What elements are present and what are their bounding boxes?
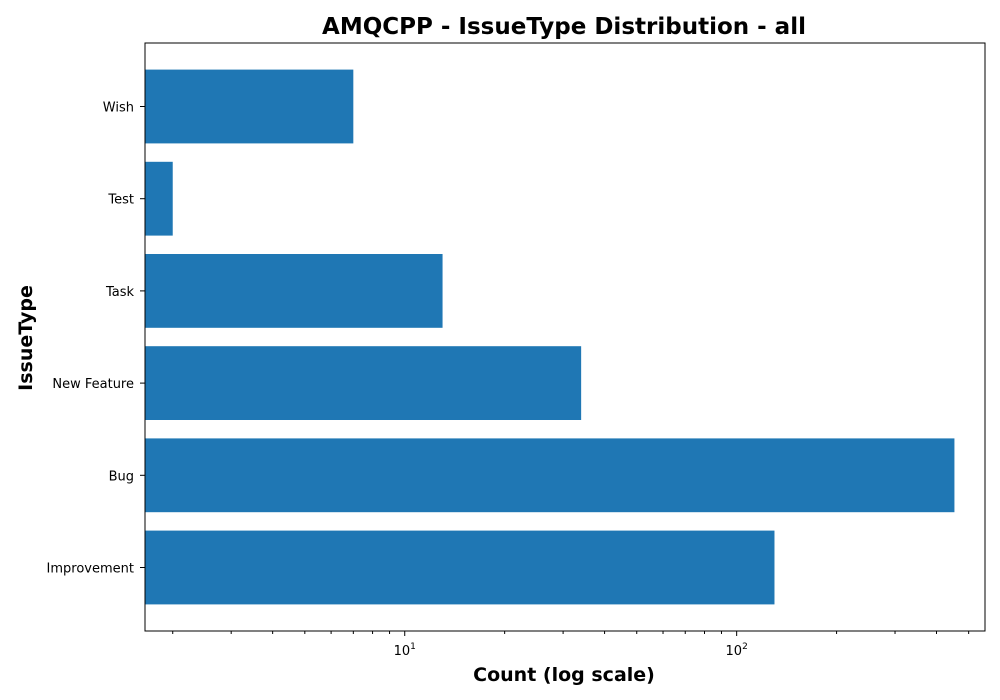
bar-test bbox=[145, 161, 173, 236]
y-tick-label-task: Task bbox=[105, 285, 135, 300]
y-tick-label-bug: Bug bbox=[109, 469, 134, 484]
x-axis-label: Count (log scale) bbox=[473, 664, 655, 686]
x-tick-label-base: 10 bbox=[394, 644, 411, 659]
y-axis-ticks: Improvement Bug New Feature Task Test Wish bbox=[47, 101, 145, 577]
x-tick-label: 101 bbox=[394, 642, 416, 659]
x-tick-label-exponent: 2 bbox=[742, 642, 748, 652]
y-tick-label-improvement: Improvement bbox=[47, 562, 134, 577]
x-tick-label-exponent: 1 bbox=[410, 642, 416, 652]
plot-frame bbox=[144, 42, 986, 632]
bar-task bbox=[145, 254, 443, 328]
x-axis-ticks: 101 102 bbox=[172, 631, 970, 659]
x-tick-label-base: 10 bbox=[726, 644, 743, 659]
bar-improvement bbox=[145, 530, 775, 605]
bar-wish bbox=[145, 69, 354, 144]
bars bbox=[145, 69, 955, 605]
y-tick-label-new-feature: New Feature bbox=[52, 377, 134, 392]
y-axis-label: IssueType bbox=[15, 285, 37, 391]
chart-title: AMQCPP - IssueType Distribution - all bbox=[322, 14, 806, 40]
bar-bug bbox=[145, 438, 955, 513]
bar-new-feature bbox=[145, 346, 582, 420]
y-tick-label-test: Test bbox=[107, 193, 134, 208]
x-tick-label: 102 bbox=[726, 642, 748, 659]
y-tick-label-wish: Wish bbox=[103, 101, 134, 116]
